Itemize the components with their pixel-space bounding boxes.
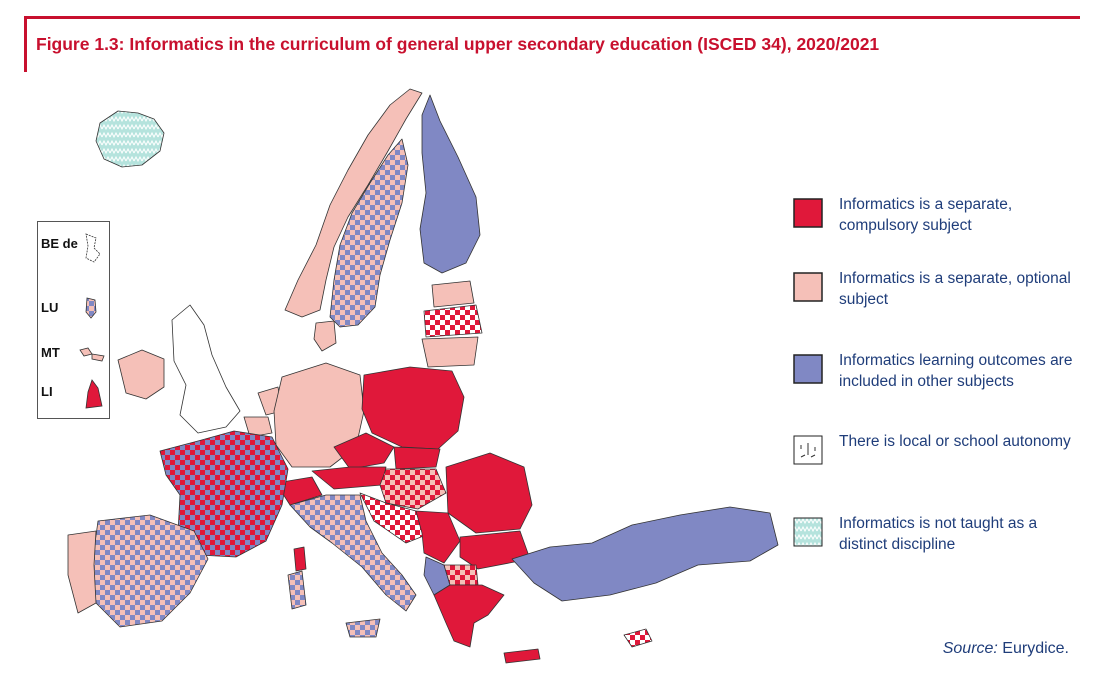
region-finland [419,94,481,274]
region-cyprus [623,628,653,648]
inset-label-mt: MT [41,345,60,360]
region-france [159,430,289,558]
legend-label-not-taught: Informatics is not taught as a distinct … [839,515,1038,553]
inset-label-lu: LU [41,300,59,315]
region-serbia [415,510,461,564]
lu-shape [85,297,97,319]
region-spain [91,514,209,628]
region-sardinia [287,570,307,610]
region-lithuania [421,336,479,368]
swatch-autonomy [793,435,823,465]
source-prefix: Source: [942,640,998,657]
region-italy [289,494,417,612]
swatch-optional [793,272,823,302]
region-north-macedonia [443,564,479,586]
region-greece [433,584,505,648]
region-romania [445,452,533,534]
region-denmark [313,320,337,352]
swatch-not-taught [793,517,823,547]
region-iceland [95,110,165,168]
region-poland [361,366,465,450]
region-belgium [243,416,273,438]
legend-label-compulsory: Informatics is a separate, compulsory su… [839,196,1013,234]
inset-label-li: LI [41,384,53,399]
region-slovakia [393,446,441,470]
region-switzerland [275,476,323,506]
region-corsica [293,546,307,572]
region-latvia [423,304,483,338]
region-sicily [345,618,381,638]
mt-shape [79,347,105,362]
region-uk [171,304,241,434]
swatch-other-subjects [793,354,823,384]
region-hungary [379,468,447,510]
inset-label-be-de: BE de [41,236,78,251]
region-turkey [511,506,779,602]
region-ireland [117,349,165,400]
region-sweden [329,138,409,328]
region-czechia [333,432,395,470]
figure-title: Figure 1.3: Informatics in the curriculu… [36,34,880,54]
region-norway [284,88,423,318]
title-rule [24,16,1080,19]
legend-label-optional: Informatics is a separate, optional subj… [839,270,1071,308]
region-estonia [431,280,475,308]
swatch-compulsory [793,198,823,228]
li-shape [85,379,103,409]
region-austria [311,466,387,490]
be-de-shape [85,233,101,263]
region-portugal [67,530,97,614]
source-note: Source: Eurydice. [943,640,1069,658]
legend-label-autonomy: There is local or school autonomy [839,433,1071,450]
europe-map [30,75,790,665]
small-countries-inset: BE de LU MT LI [37,221,110,419]
title-side-rule [24,16,27,72]
source-text: Eurydice. [997,640,1069,657]
legend-label-other-subjects: Informatics learning outcomes are includ… [839,352,1073,390]
region-crete [503,648,541,664]
